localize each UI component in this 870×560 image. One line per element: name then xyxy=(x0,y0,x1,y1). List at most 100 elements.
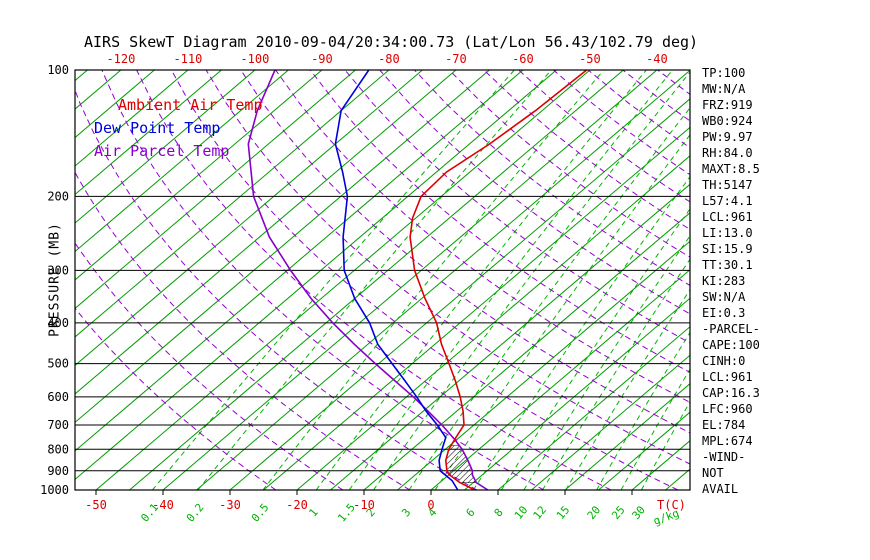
stat-line: L57:4.1 xyxy=(702,194,753,208)
stat-line: LI:13.0 xyxy=(702,226,753,240)
stat-line: EI:0.3 xyxy=(702,306,745,320)
plot-frame xyxy=(74,69,691,491)
isotherm-line xyxy=(430,269,690,490)
isotherm-line xyxy=(464,297,690,490)
isotherm-line xyxy=(75,70,256,224)
stat-line: CAP:16.3 xyxy=(702,386,760,400)
stat-line: LFC:960 xyxy=(702,402,753,416)
stat-line: NOT xyxy=(702,466,724,480)
dry-adiabat-line xyxy=(518,70,690,203)
dry-adiabat-line xyxy=(309,70,690,373)
legend-ambient-air-temp: Ambient Air Temp xyxy=(118,96,263,114)
isotherm-line xyxy=(733,70,870,490)
isotherm-line xyxy=(75,70,524,452)
mixing-ratio-label: 1 xyxy=(306,506,320,519)
mixing-ratio-line xyxy=(373,71,690,490)
dry-adiabat-line xyxy=(75,242,344,490)
stat-line: LCL:961 xyxy=(702,370,753,384)
mixing-ratio-label: 6 xyxy=(464,506,478,519)
background-grid xyxy=(0,70,870,490)
bottom-temp-label: -30 xyxy=(219,498,241,512)
mixing-ratio-line xyxy=(542,258,690,490)
mixing-ratio-line xyxy=(408,107,690,490)
cape-hatch-area xyxy=(445,445,477,483)
top-temp-label: -120 xyxy=(106,52,135,66)
top-temp-label: -70 xyxy=(445,52,467,66)
isotherm-line xyxy=(564,383,690,490)
legend-dew-point-temp: Dew Point Temp xyxy=(94,119,221,137)
dry-adiabat-line xyxy=(205,70,690,465)
pressure-axis-label: PRESSURE (MB) xyxy=(47,222,63,337)
dry-adiabat-line xyxy=(379,70,690,315)
dry-adiabat-line xyxy=(275,70,690,403)
isotherm-line xyxy=(95,70,591,490)
mixing-ratio-label: 0.5 xyxy=(249,501,272,525)
top-temp-label: -40 xyxy=(646,52,668,66)
pressure-tick-label: 500 xyxy=(47,357,69,371)
diagram-title: AIRS SkewT Diagram 2010-09-04/20:34:00.7… xyxy=(84,33,699,51)
top-temp-label: -100 xyxy=(240,52,269,66)
bottom-temp-label: -10 xyxy=(353,498,375,512)
isotherm-line xyxy=(75,70,222,196)
dry-adiabat-line xyxy=(75,307,277,490)
isotherm-line xyxy=(263,126,690,490)
mixing-ratio-line xyxy=(596,331,690,490)
mixing-ratio-label: 25 xyxy=(609,503,627,522)
top-temp-label: -50 xyxy=(579,52,601,66)
stat-line: TT:30.1 xyxy=(702,258,753,272)
ambient-air-temp-curve xyxy=(409,70,588,490)
stat-line: LCL:961 xyxy=(702,210,753,224)
isotherm-line xyxy=(75,70,457,395)
pressure-tick-label: 900 xyxy=(47,464,69,478)
stat-line: SW:N/A xyxy=(702,290,746,304)
top-temp-label: -90 xyxy=(311,52,333,66)
mixing-ratio-line xyxy=(500,208,690,490)
mixing-ratio-line xyxy=(472,175,690,490)
dry-adiabat-line xyxy=(170,70,679,490)
isotherm-line xyxy=(497,326,690,490)
mixing-ratio-label: 15 xyxy=(554,503,572,522)
isotherm-line xyxy=(75,70,88,82)
temp-unit-label: T(C) xyxy=(657,498,686,512)
mixing-ratio-line xyxy=(262,70,605,490)
stat-line: CAPE:100 xyxy=(702,338,760,352)
stat-line: FRZ:919 xyxy=(702,98,753,112)
mixing-ratio-line xyxy=(348,70,673,490)
isotherm-line xyxy=(75,70,289,253)
stat-line: MAXT:8.5 xyxy=(702,162,760,176)
isotherm-line xyxy=(75,70,557,481)
dry-adiabat-line xyxy=(101,70,545,490)
isotherm-line xyxy=(665,468,690,490)
dry-adiabat-line xyxy=(240,70,690,434)
dry-adiabat-line xyxy=(344,70,690,344)
isotherm-line xyxy=(0,70,54,490)
isotherm-line xyxy=(75,70,323,281)
isotherm-line xyxy=(75,70,189,167)
bottom-temp-label: -50 xyxy=(85,498,107,512)
mixing-ratio-label: 3 xyxy=(399,506,413,519)
pressure-tick-label: 800 xyxy=(47,442,69,456)
mixing-ratio-line xyxy=(523,235,690,490)
stat-line: KI:283 xyxy=(702,274,745,288)
stat-line: TH:5147 xyxy=(702,178,753,192)
bottom-temp-label: 0 xyxy=(427,498,434,512)
stat-line: WB0:924 xyxy=(702,114,753,128)
stat-line: EL:784 xyxy=(702,418,745,432)
stat-line: CINH:0 xyxy=(702,354,745,368)
pressure-tick-label: 600 xyxy=(47,390,69,404)
legend-air-parcel-temp: Air Parcel Temp xyxy=(94,142,230,160)
isotherm-line xyxy=(598,411,690,490)
pressure-tick-label: 100 xyxy=(47,63,69,77)
isotherm-line xyxy=(75,70,390,338)
isotherm-line xyxy=(129,70,624,490)
isotherm-line xyxy=(363,212,690,490)
isotherm-line xyxy=(75,70,490,424)
isotherm-line xyxy=(196,70,690,490)
air-parcel-temp-curve xyxy=(247,70,489,490)
isotherm-line xyxy=(397,240,690,490)
mixing-ratio-line xyxy=(640,400,690,490)
stat-line: RH:84.0 xyxy=(702,146,753,160)
stat-line: TP:100 xyxy=(702,66,745,80)
stat-line: MW:N/A xyxy=(702,82,746,96)
